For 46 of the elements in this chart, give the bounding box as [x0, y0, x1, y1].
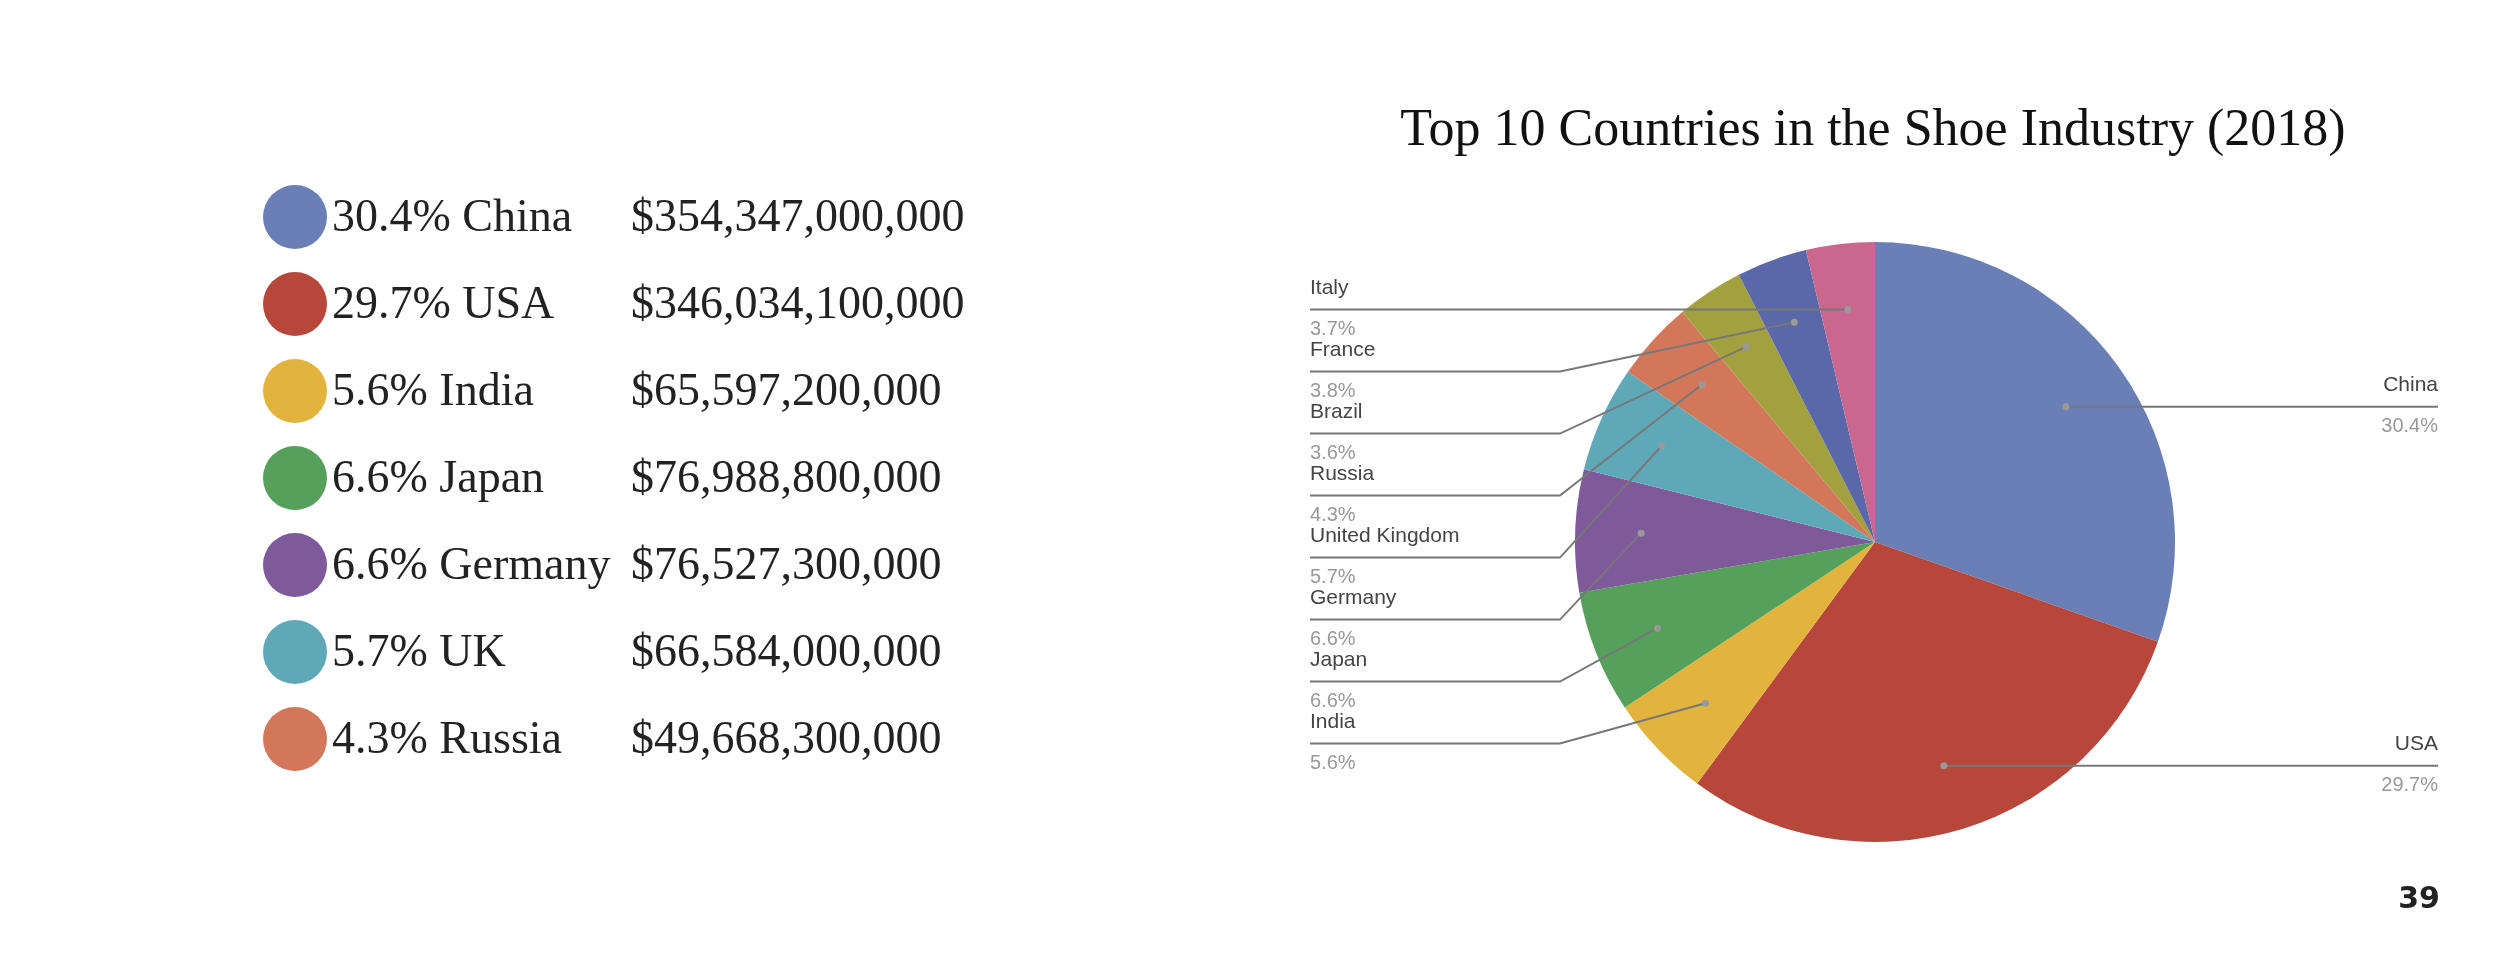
- text: 5.6% India: [332, 364, 534, 415]
- pie-slice: [1627, 312, 1875, 542]
- data-label: 30.4%: [2381, 413, 2439, 436]
- text: 6.6% Japan: [332, 451, 545, 502]
- chart-title: Top 10 Countries in the Shoe Industry (2018): [1400, 99, 2346, 157]
- text: 30.4% China: [332, 190, 573, 241]
- data-label: 5.7%: [1310, 564, 1356, 587]
- slice-label: Brazil: [1310, 398, 1363, 422]
- slice-label: China: [2383, 371, 2439, 395]
- slice-label: Germany: [1310, 584, 1397, 608]
- data-label: 3.6%: [1310, 440, 1356, 463]
- text: $49,668,300,000: [631, 712, 942, 763]
- pie-slice: [1738, 250, 1875, 542]
- data-label: 5.6%: [1310, 750, 1356, 773]
- slice-label: Russia: [1310, 460, 1375, 484]
- slice-label: United Kingdom: [1310, 522, 1460, 546]
- pie-slice: [1805, 242, 1875, 542]
- pie-slice: [1583, 371, 1875, 542]
- text: $65,597,200,000: [631, 364, 942, 415]
- text: 39: [2398, 880, 2440, 915]
- slice-label: Japan: [1310, 646, 1368, 670]
- slice-label: USA: [2394, 730, 2438, 754]
- pie-slice: [1575, 469, 1875, 593]
- data-label: 3.8%: [1310, 378, 1356, 401]
- data-label: 3.7%: [1310, 316, 1356, 339]
- data-label: 6.6%: [1310, 688, 1356, 711]
- pie-slice: [1579, 542, 1875, 708]
- slice-label: Italy: [1310, 274, 1350, 298]
- pie-slice: [1682, 274, 1875, 542]
- text: $354,347,000,000: [631, 190, 965, 241]
- text: $76,988,800,000: [631, 451, 942, 502]
- pie-slice: [1624, 542, 1875, 784]
- text: 29.7% USA: [332, 277, 555, 328]
- text: $76,527,300,000: [631, 538, 942, 589]
- text: 6.6% Germany: [332, 538, 611, 589]
- data-label: 6.6%: [1310, 626, 1356, 649]
- slice-label: India: [1310, 708, 1356, 732]
- text: 4.3% Russia: [332, 712, 562, 763]
- pie-slice: [1875, 242, 2175, 642]
- text: $66,584,000,000: [631, 625, 942, 676]
- slice-label: France: [1310, 336, 1376, 360]
- pie-slice: [1697, 542, 2158, 842]
- text: $346,034,100,000: [631, 277, 965, 328]
- data-label: 4.3%: [1310, 502, 1356, 525]
- data-label: 29.7%: [2381, 772, 2439, 795]
- text: 5.7% UK: [332, 625, 506, 676]
